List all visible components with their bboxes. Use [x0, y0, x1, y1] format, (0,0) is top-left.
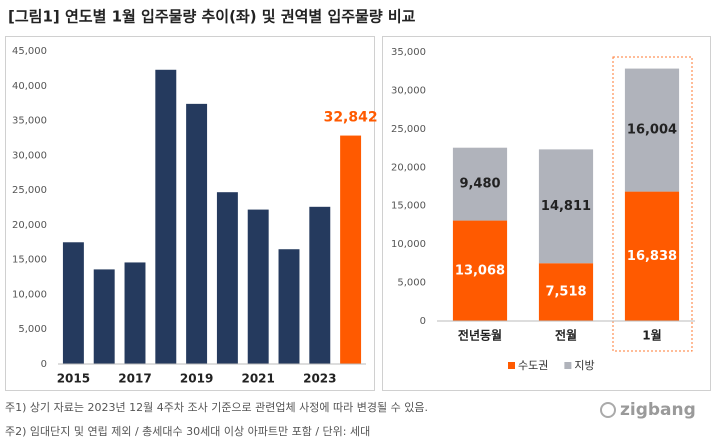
y-tick-label: 35,000	[391, 47, 426, 58]
x-tick-label: 2021	[241, 372, 274, 386]
y-tick-label: 20,000	[391, 162, 426, 173]
x-tick-label: 전월	[555, 328, 577, 343]
bar	[93, 269, 115, 364]
x-tick-label: 2017	[118, 372, 151, 386]
y-tick-label: 0	[420, 316, 426, 327]
bar-segment	[538, 149, 594, 264]
y-tick-label: 45,000	[12, 46, 47, 57]
value-label: 16,838	[627, 249, 677, 264]
x-tick-label: 1월	[642, 328, 661, 343]
bar-segment	[538, 263, 594, 321]
bar-segment	[624, 191, 680, 321]
bar-segment	[452, 147, 508, 221]
y-tick-label: 5,000	[18, 324, 47, 335]
y-tick-label: 10,000	[391, 239, 426, 250]
value-label: 13,068	[455, 263, 505, 278]
x-tick-label: 2015	[57, 372, 90, 386]
legend-swatch	[564, 362, 572, 369]
legend-label: 수도권	[518, 359, 548, 372]
value-label: 9,480	[459, 177, 500, 192]
y-tick-label: 40,000	[12, 81, 47, 92]
y-tick-label: 30,000	[391, 85, 426, 96]
y-tick-label: 0	[41, 359, 47, 370]
legend-label: 지방	[574, 359, 594, 372]
y-tick-label: 35,000	[12, 116, 47, 127]
y-tick-label: 25,000	[12, 185, 47, 196]
footnote: 주2) 임대단지 및 연립 제외 / 총세대수 30세대 이상 아파트만 포함 …	[5, 425, 370, 438]
y-tick-label: 15,000	[391, 201, 426, 212]
bar	[124, 262, 146, 364]
right-panel	[382, 36, 711, 391]
bar	[278, 249, 300, 364]
y-tick-label: 5,000	[397, 278, 426, 289]
x-tick-label: 전년동월	[458, 328, 502, 343]
y-tick-label: 25,000	[391, 124, 426, 135]
value-label: 7,518	[545, 285, 586, 300]
footnote: 주1) 상기 자료는 2023년 12월 4주차 조사 기준으로 관련업체 사정…	[5, 400, 428, 414]
x-tick-label: 2023	[303, 372, 336, 386]
bar-segment	[624, 68, 680, 192]
legend-swatch	[508, 362, 515, 369]
bar	[340, 135, 362, 364]
y-tick-label: 30,000	[12, 150, 47, 161]
logo: zigbang	[620, 400, 696, 420]
bar	[247, 209, 269, 364]
value-label: 16,004	[627, 123, 677, 138]
y-tick-label: 20,000	[12, 220, 47, 231]
y-tick-label: 15,000	[12, 255, 47, 266]
bar	[186, 103, 208, 365]
bar	[62, 242, 84, 364]
bar	[309, 206, 331, 364]
bar	[216, 192, 238, 364]
bar	[155, 69, 177, 364]
value-label: 32,842	[324, 110, 378, 126]
left-panel	[5, 36, 375, 391]
value-label: 14,811	[541, 199, 591, 214]
highlight-box	[612, 56, 693, 352]
x-tick-label: 2019	[180, 372, 213, 386]
y-tick-label: 10,000	[12, 289, 47, 300]
bar-segment	[452, 220, 508, 321]
logo-icon	[600, 402, 616, 418]
page-title: [그림1] 연도별 1월 입주물량 추이(좌) 및 권역별 입주물량 비교	[8, 8, 416, 26]
